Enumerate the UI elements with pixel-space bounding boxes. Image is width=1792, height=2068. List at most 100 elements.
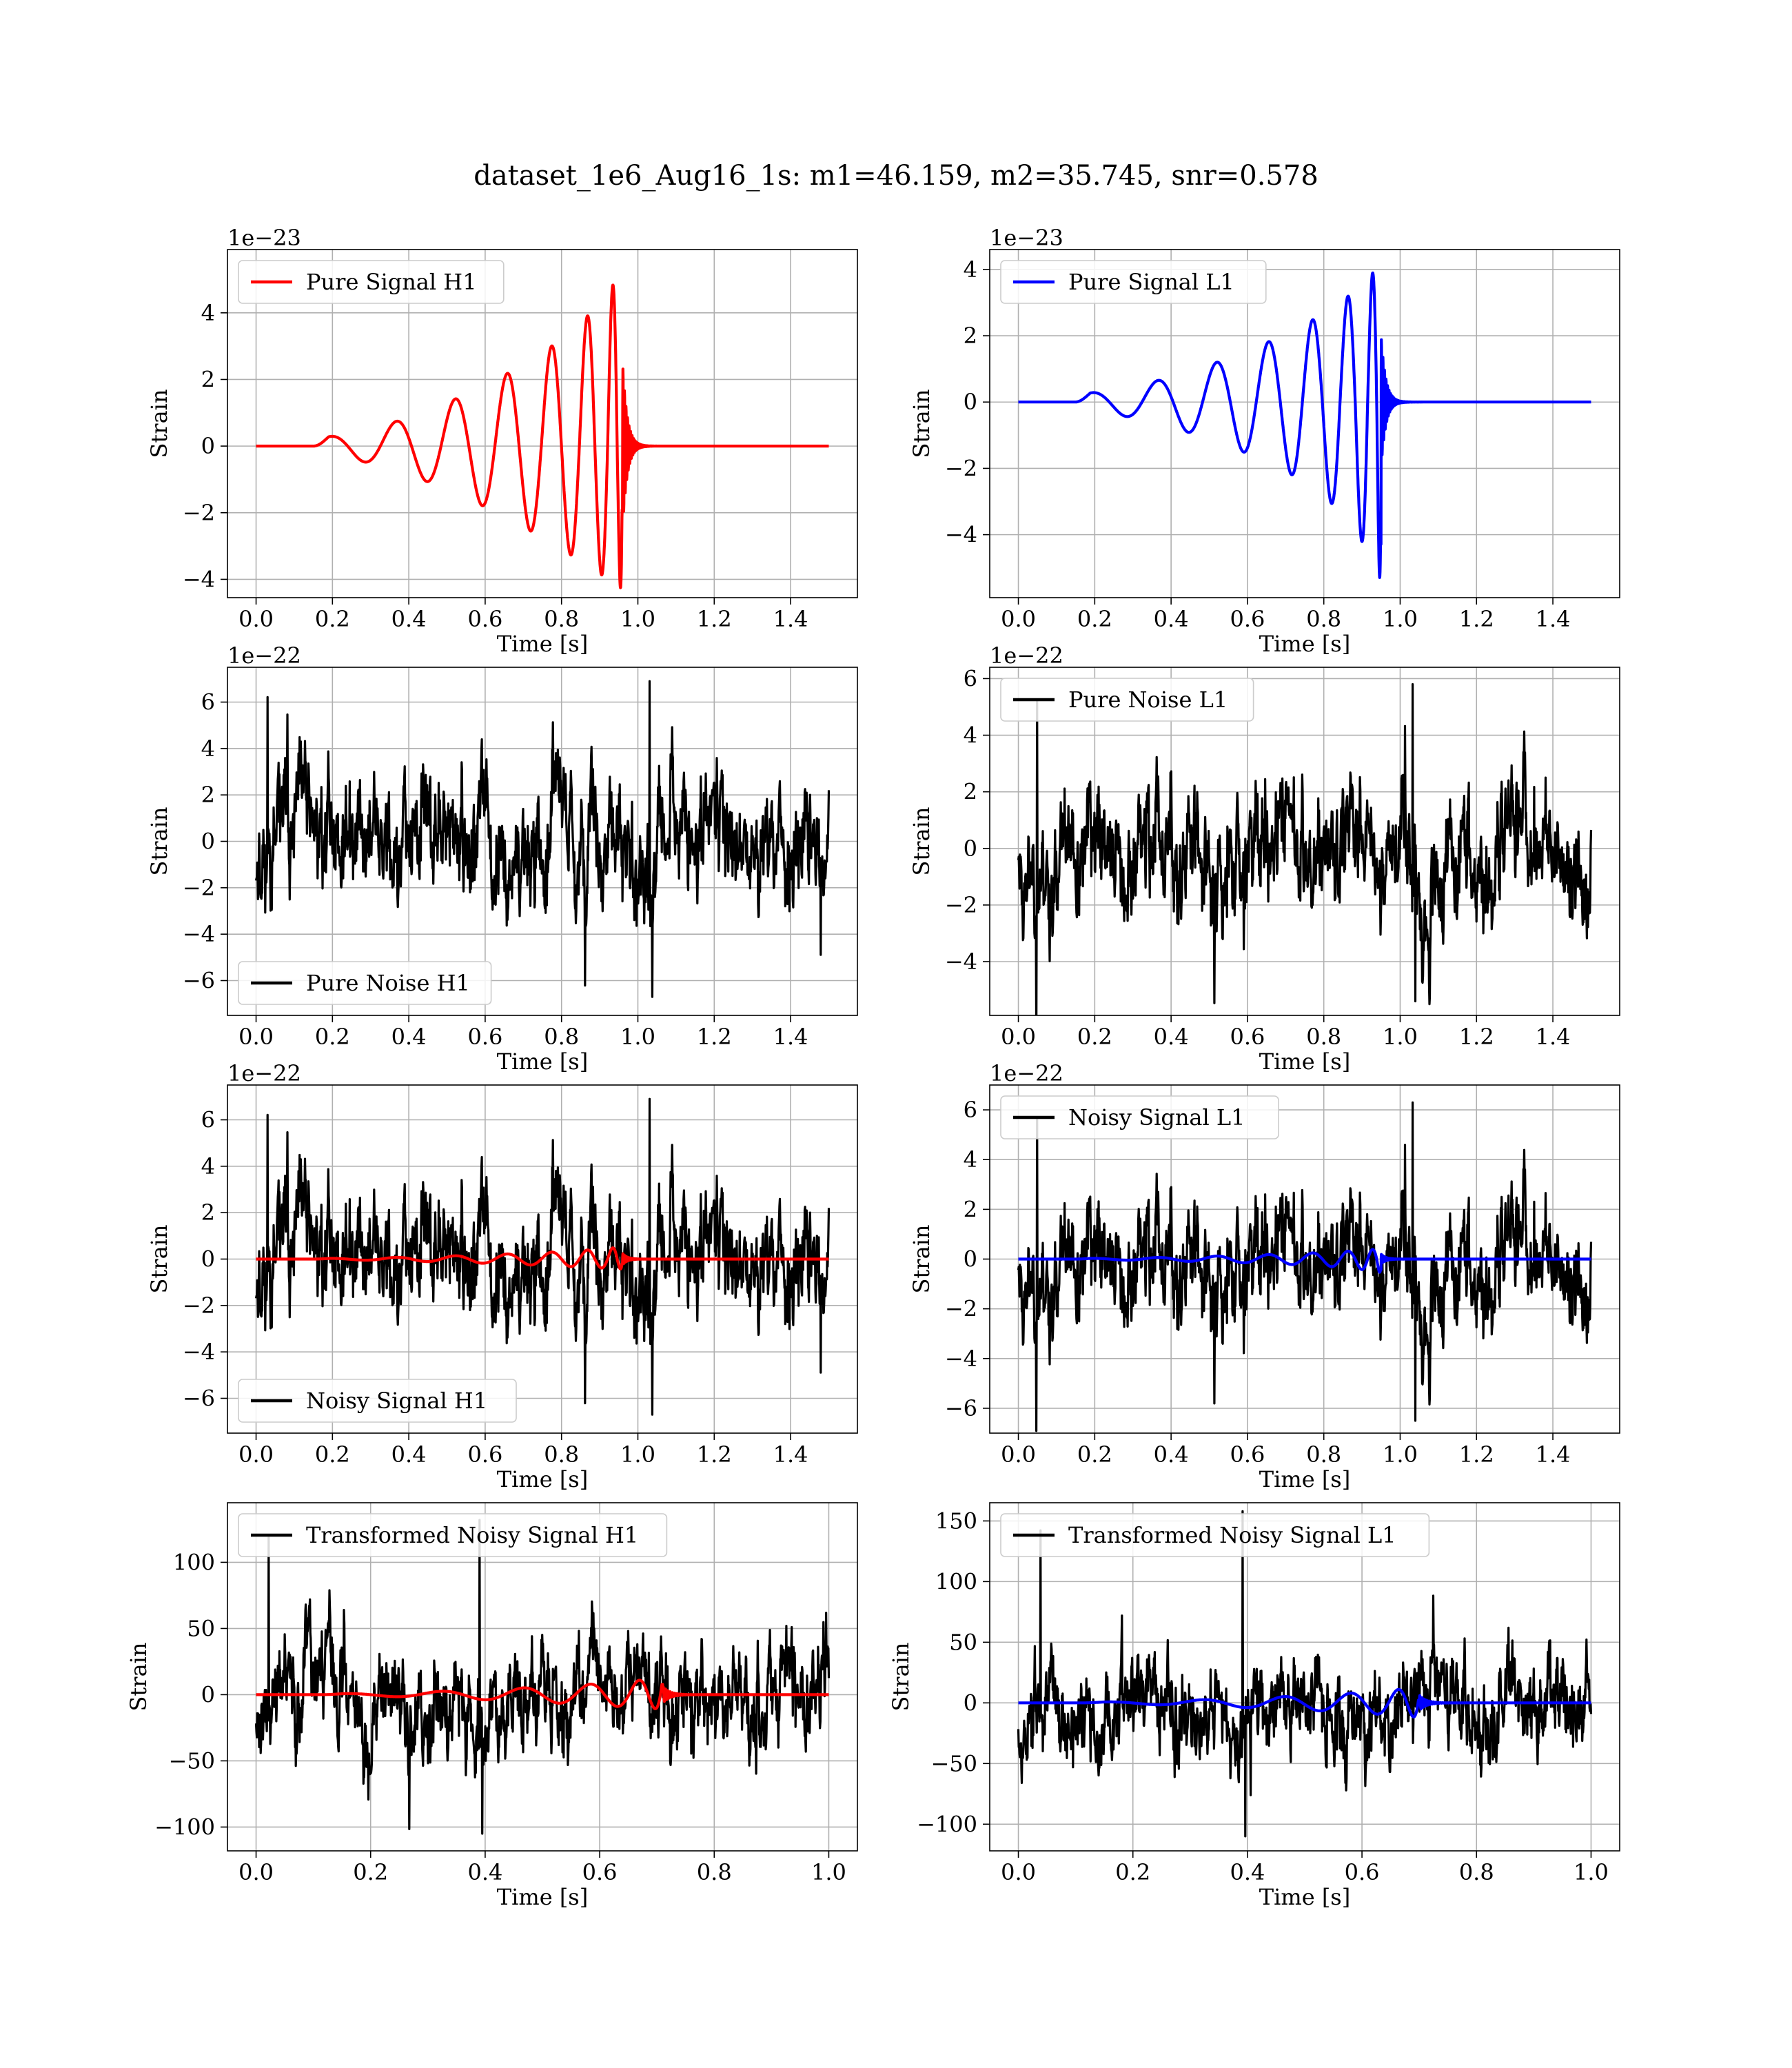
legend-box <box>1000 1513 1430 1557</box>
x-axis-label: Time [s] <box>497 1466 588 1492</box>
x-tick-label: 0.8 <box>1306 606 1341 632</box>
x-tick-label: 0.8 <box>1459 1859 1494 1885</box>
y-axis-label: Strain <box>146 807 172 876</box>
axes-frame <box>989 1502 1620 1852</box>
y-tick-label: 2 <box>201 782 215 808</box>
offset-label: 1e−23 <box>990 225 1063 251</box>
x-tick-label: 0.2 <box>1077 1024 1112 1050</box>
series-line <box>1017 1687 1593 1719</box>
y-axis-label: Strain <box>908 807 935 876</box>
x-axis-label: Time [s] <box>1259 631 1350 657</box>
x-axis-label: Time [s] <box>1259 1048 1350 1075</box>
x-tick-label: 1.0 <box>811 1859 846 1885</box>
subplot-pure-noise-l1: 0.0 0.2 0.4 0.6 0.8 1.0 1.2 1.4 −4 −2 0 2 4 6 Time [s]… <box>908 642 1620 1075</box>
legend-label: Pure Signal H1 <box>306 269 477 295</box>
x-tick-label: 1.0 <box>620 1441 655 1468</box>
x-tick-label: 1.0 <box>620 606 655 632</box>
y-axis-label: Strain <box>908 389 935 458</box>
y-tick-label: 150 <box>935 1508 977 1534</box>
y-tick-label: −4 <box>945 522 977 548</box>
y-tick-label: 6 <box>201 689 215 716</box>
y-tick-label: 2 <box>201 1199 215 1226</box>
legend: Noisy Signal L1 <box>1000 1095 1279 1139</box>
x-tick-label: 1.0 <box>1383 1024 1418 1050</box>
x-tick-label: 0.2 <box>353 1859 388 1885</box>
x-tick-label: 0.0 <box>238 1859 274 1885</box>
legend-box <box>238 1379 517 1423</box>
x-tick-label: 0.0 <box>238 606 274 632</box>
y-tick-label: −50 <box>168 1747 215 1774</box>
legend: Transformed Noisy Signal L1 <box>1000 1513 1430 1557</box>
x-tick-label: 1.2 <box>1459 1441 1494 1468</box>
x-tick-label: 1.2 <box>697 606 732 632</box>
x-tick-label: 0.0 <box>1001 1024 1036 1050</box>
axes-frame <box>989 667 1620 1016</box>
subplot-noisy-signal-l1: 0.0 0.2 0.4 0.6 0.8 1.0 1.2 1.4 −6 −4 −2 0 2 4 6 Time [… <box>908 1060 1620 1492</box>
x-tick-label: 1.0 <box>620 1024 655 1050</box>
x-tick-label: 0.2 <box>1077 1441 1112 1468</box>
legend-box <box>238 260 505 304</box>
x-tick-label: 1.4 <box>1536 606 1571 632</box>
x-tick-label: 1.0 <box>1574 1859 1609 1885</box>
legend-label: Pure Noise H1 <box>306 970 470 996</box>
legend-label: Noisy Signal L1 <box>1068 1104 1245 1131</box>
y-tick-label: 4 <box>201 736 215 762</box>
y-tick-label: 4 <box>201 300 215 326</box>
y-tick-label: 2 <box>964 1196 977 1222</box>
y-axis-label: Strain <box>146 389 172 458</box>
x-tick-label: 0.6 <box>1230 606 1265 632</box>
subplot-noisy-signal-h1: 0.0 0.2 0.4 0.6 0.8 1.0 1.2 1.4 −6 −4 −2 0 2 4 6 Time [… <box>146 1060 858 1492</box>
x-tick-label: 0.0 <box>238 1441 274 1468</box>
y-tick-label: −2 <box>945 1296 977 1322</box>
x-tick-label: 0.2 <box>1077 606 1112 632</box>
y-tick-label: −2 <box>183 875 215 901</box>
x-tick-label: 0.2 <box>315 606 350 632</box>
y-tick-label: 50 <box>187 1615 215 1641</box>
series-line <box>1017 1248 1593 1274</box>
legend: Pure Noise H1 <box>238 961 492 1005</box>
x-tick-label: 0.2 <box>1115 1859 1150 1885</box>
legend: Pure Signal L1 <box>1000 260 1267 304</box>
x-tick-label: 1.2 <box>1459 1024 1494 1050</box>
series-line <box>254 283 831 589</box>
legend-label: Transformed Noisy Signal L1 <box>1068 1522 1396 1548</box>
x-tick-label: 0.6 <box>582 1859 618 1885</box>
x-tick-label: 0.4 <box>391 606 427 632</box>
figure-title: dataset_1e6_Aug16_1s: m1=46.159, m2=35.7… <box>474 160 1318 192</box>
y-tick-label: −4 <box>183 566 215 592</box>
offset-label: 1e−22 <box>990 1060 1063 1086</box>
legend-label: Pure Signal L1 <box>1068 269 1234 295</box>
offset-label: 1e−22 <box>990 642 1063 669</box>
subplot-pure-signal-l1: 0.0 0.2 0.4 0.6 0.8 1.0 1.2 1.4 −4 −2 0 2 4 Time [s] S… <box>908 225 1620 657</box>
y-tick-label: 0 <box>964 389 977 415</box>
legend: Noisy Signal H1 <box>238 1379 517 1423</box>
y-tick-label: 100 <box>173 1549 215 1575</box>
legend-box <box>1000 1095 1279 1139</box>
x-tick-label: 0.2 <box>315 1441 350 1468</box>
y-tick-label: −50 <box>930 1750 977 1776</box>
x-tick-label: 0.6 <box>467 606 502 632</box>
y-tick-label: 50 <box>949 1629 977 1655</box>
y-axis-label: Strain <box>908 1225 935 1294</box>
x-tick-label: 0.6 <box>467 1441 502 1468</box>
legend-label: Noisy Signal H1 <box>306 1388 487 1414</box>
x-tick-label: 0.8 <box>544 1024 579 1050</box>
offset-label: 1e−22 <box>227 1060 301 1086</box>
legend-label: Pure Noise L1 <box>1068 687 1228 713</box>
y-tick-label: 6 <box>201 1107 215 1133</box>
y-tick-label: 0 <box>201 829 215 855</box>
y-tick-label: 0 <box>201 1681 215 1707</box>
y-tick-label: 2 <box>964 323 977 349</box>
y-tick-label: 0 <box>964 1690 977 1716</box>
y-tick-label: −100 <box>154 1814 215 1840</box>
x-axis-label: Time [s] <box>497 631 588 657</box>
x-tick-label: 1.2 <box>697 1024 732 1050</box>
x-tick-label: 1.4 <box>773 606 808 632</box>
x-tick-label: 0.6 <box>1345 1859 1380 1885</box>
x-tick-label: 1.2 <box>697 1441 732 1468</box>
subplot-grid: 0.0 0.2 0.4 0.6 0.8 1.0 1.2 1.4 −4 −2 0 2 4 Time [s] S… <box>125 225 1620 1910</box>
legend-label: Transformed Noisy Signal H1 <box>306 1522 638 1548</box>
y-tick-label: 6 <box>964 665 977 691</box>
subplot-transformed-noisy-signal-l1: 0.0 0.2 0.4 0.6 0.8 1.0 −100 −50 0 50 100 150 Time [… <box>888 1502 1620 1910</box>
